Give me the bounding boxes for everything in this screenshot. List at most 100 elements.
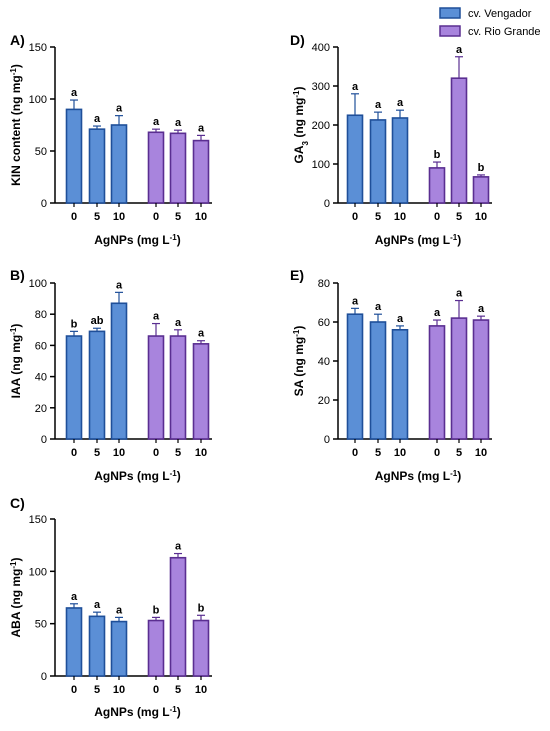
significance-letter: a [352,295,359,307]
y-axis-label: ABA (ng mg-1) [9,557,24,637]
significance-letter: a [397,97,404,109]
x-tick-label: 0 [153,447,159,459]
y-tick-label: 40 [318,356,330,368]
significance-letter: b [198,602,205,614]
x-axis-title-sup: -1 [170,233,178,242]
x-tick-label: 0 [71,211,77,223]
y-axis-label-sup: -1 [9,327,18,335]
y-tick-label: 0 [324,198,330,210]
x-tick-label: 5 [375,211,381,223]
y-axis-label-mid: (ng mg [292,98,306,141]
significance-letter: a [456,44,463,56]
bar [110,620,128,677]
bar [192,619,210,677]
x-tick-label: 10 [113,447,125,459]
x-axis-title-sup: -1 [170,705,178,714]
x-tick-label: 5 [456,211,462,223]
y-tick-label: 60 [35,340,47,352]
y-tick-label: 150 [29,42,47,54]
x-axis-title: AgNPs (mg L-1) [375,233,461,248]
y-axis-label-main: GA [292,145,306,163]
x-tick-label: 5 [375,447,381,459]
x-axis-title-end: ) [457,233,461,247]
x-axis-title-main: AgNPs (mg L [94,469,169,483]
y-axis-label-end: ) [292,87,306,91]
bar [472,319,490,440]
bar [169,335,187,440]
x-tick-label: 5 [456,447,462,459]
x-tick-label: 0 [352,211,358,223]
bar [88,615,106,677]
significance-letter: a [375,99,382,111]
y-tick-label: 20 [35,403,47,415]
x-axis-title: AgNPs (mg L-1) [94,469,180,484]
x-axis-title-main: AgNPs (mg L [94,233,169,247]
significance-letter: a [71,87,78,99]
bar [192,343,210,440]
y-tick-label: 40 [35,372,47,384]
y-tick-label: 150 [29,514,47,526]
significance-letter: a [352,81,359,93]
significance-letter: a [175,317,182,329]
x-tick-label: 10 [195,447,207,459]
significance-letter: a [198,328,205,340]
x-tick-label: 5 [94,447,100,459]
x-tick-label: 5 [175,211,181,223]
x-axis-title-main: AgNPs (mg L [94,705,169,719]
y-axis-label-end: ) [9,324,23,328]
x-axis-title-sup: -1 [450,469,458,478]
significance-letter: a [94,113,101,125]
significance-letter: a [375,301,382,313]
significance-letter: b [478,162,485,174]
y-axis-label-main: KIN content (ng mg [9,75,23,186]
significance-letter: a [397,313,404,325]
y-tick-label: 300 [312,81,330,93]
bar [169,556,187,677]
y-axis-label-sub: 3 [301,140,310,145]
bar [472,176,490,204]
x-axis-title-sup: -1 [170,469,178,478]
x-axis-title-main: AgNPs (mg L [375,469,450,483]
y-axis-label-main: SA (ng mg [292,337,306,397]
y-tick-label: 0 [324,434,330,446]
bar [428,325,446,440]
x-axis-title: AgNPs (mg L-1) [375,469,461,484]
x-tick-label: 0 [153,684,159,696]
y-tick-label: 60 [318,317,330,329]
panel-letter: C) [10,495,25,511]
x-tick-label: 5 [175,447,181,459]
x-tick-label: 10 [394,447,406,459]
y-axis-label: SA (ng mg-1) [292,326,307,397]
y-tick-label: 50 [35,619,47,631]
x-tick-label: 10 [113,211,125,223]
bar [391,328,409,440]
significance-letter: a [456,288,463,300]
y-tick-label: 80 [318,278,330,290]
y-axis-label: IAA (ng mg-1) [9,324,24,399]
significance-letter: a [175,541,182,553]
bar [391,117,409,204]
x-tick-label: 10 [113,684,125,696]
x-tick-label: 10 [195,211,207,223]
bar [450,77,468,204]
y-axis-label-sup: -1 [9,561,18,569]
x-tick-label: 10 [475,447,487,459]
bar [65,108,83,204]
bar [169,132,187,204]
x-tick-label: 0 [71,684,77,696]
significance-letter: b [434,149,441,161]
x-tick-label: 0 [434,211,440,223]
bar [346,114,364,204]
y-tick-label: 0 [41,671,47,683]
y-tick-label: 400 [312,42,330,54]
bar [110,302,128,440]
significance-letter: a [434,307,441,319]
x-tick-label: 10 [475,211,487,223]
significance-letter: b [71,318,78,330]
y-axis-label-sup: -1 [292,329,301,337]
